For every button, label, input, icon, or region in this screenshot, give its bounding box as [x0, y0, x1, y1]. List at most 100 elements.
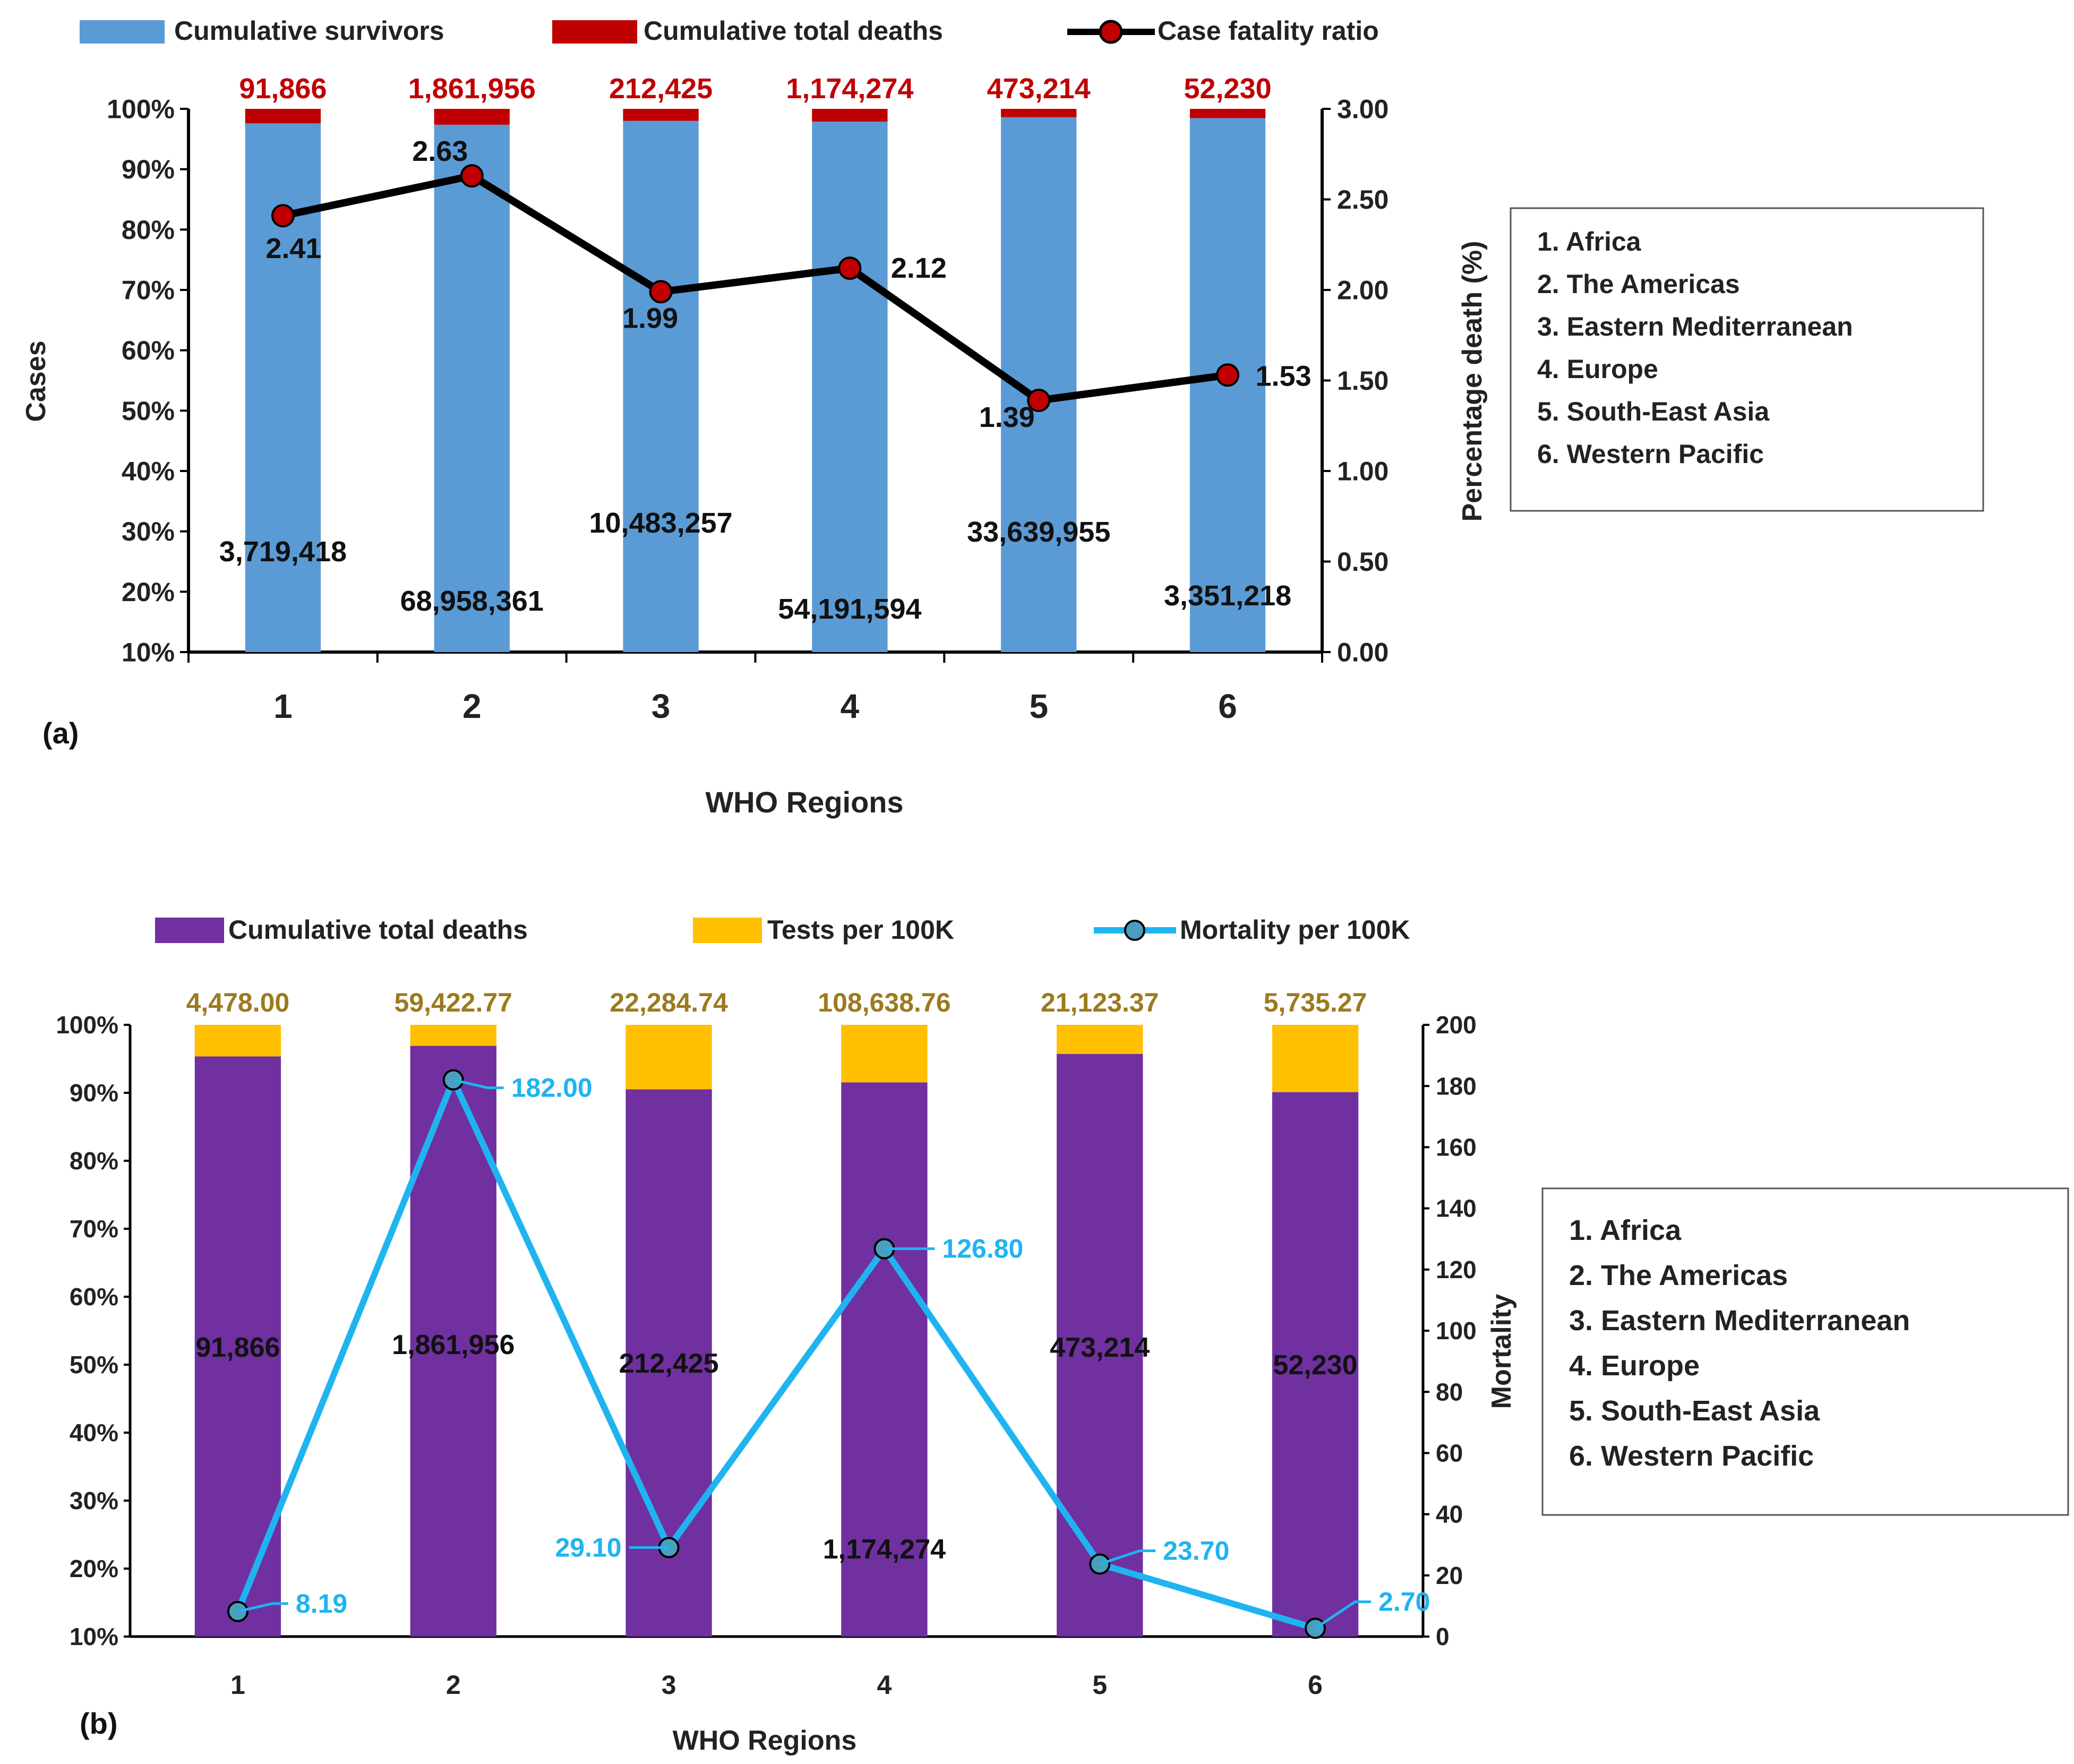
labels-b: 4,478.00 59,422.77 22,284.74 108,638.76 21,1… [186, 988, 1430, 1630]
marker-case-fatality-ratio [649, 280, 673, 304]
y-tick-label: 50% [70, 1351, 118, 1378]
y-tick-label: 60% [70, 1283, 118, 1311]
bar-deaths [812, 109, 888, 122]
data-label-deaths-b: 1,861,956 [392, 1330, 515, 1360]
y-tick-label: 70% [122, 276, 175, 305]
data-label-survivors: 3,719,418 [219, 536, 347, 568]
data-label-tests: 5,735.27 [1264, 988, 1367, 1017]
bar-tests [1272, 1025, 1359, 1092]
y2-tick-label: 3.00 [1337, 95, 1389, 124]
y-tick-label: 50% [122, 396, 175, 426]
data-label-mortality: 23.70 [1163, 1536, 1229, 1565]
bar-tests [625, 1025, 712, 1090]
y2-tick-label: 80 [1436, 1378, 1463, 1406]
bar-deaths [1189, 109, 1266, 118]
y-tick-label: 40% [70, 1419, 118, 1446]
legend-label-mortality: Mortality per 100K [1180, 915, 1410, 945]
data-label-tests: 59,422.77 [395, 988, 512, 1017]
y2-tick-label: 0 [1436, 1623, 1450, 1650]
x-tick-label: 5 [1092, 1670, 1107, 1700]
bar-deaths [245, 109, 321, 124]
x-tick-label: 3 [662, 1670, 676, 1700]
marker-case-fatality-ratio [1216, 363, 1240, 387]
y-tick-label: 70% [70, 1215, 118, 1243]
bar-tests [841, 1025, 928, 1083]
y-tick-label: 100% [107, 95, 175, 124]
leader-line-mortality [1099, 1549, 1156, 1565]
data-label-deaths: 52,230 [1184, 73, 1271, 105]
y2-tick-label: 200 [1436, 1011, 1477, 1039]
region-legend-item: 3. Eastern Mediterranean [1569, 1305, 1910, 1337]
data-label-deaths: 212,425 [609, 73, 713, 105]
region-legend-item: 3. Eastern Mediterranean [1537, 312, 1853, 341]
region-legend-item: 5. South-East Asia [1569, 1395, 1820, 1427]
y-tick-label: 90% [70, 1079, 118, 1107]
x-tick-label: 2 [462, 687, 482, 725]
bar-tests [410, 1025, 496, 1046]
y2-tick-label: 100 [1436, 1317, 1477, 1345]
x-tick-label: 1 [273, 687, 293, 725]
y2-tick-label: 0.50 [1337, 547, 1389, 577]
y-tick-label: 10% [70, 1623, 118, 1650]
data-label-tests: 4,478.00 [186, 988, 290, 1017]
leader-line-mortality [1314, 1600, 1372, 1630]
bar-deaths [434, 109, 510, 125]
leader-line-mortality [453, 1078, 504, 1090]
panel-label-b: (b) [80, 1707, 118, 1740]
y2-tick-label: 1.50 [1337, 366, 1389, 396]
legend-swatch-deaths-b [155, 918, 224, 943]
region-legend-b: 1. Africa 2. The Americas 3. Eastern Medit… [1541, 1187, 2069, 1516]
data-label-tests: 21,123.37 [1041, 988, 1159, 1017]
bar-survivors [434, 124, 510, 653]
bar-survivors [245, 123, 321, 653]
bar-deaths [1001, 109, 1077, 117]
region-legend-a: 1. Africa 2. The Americas 3. Eastern Medit… [1510, 207, 1984, 512]
data-label-survivors: 54,191,594 [778, 593, 921, 625]
bar-tests [1057, 1025, 1143, 1054]
data-label-cfr: 1.39 [979, 401, 1035, 433]
panel-label-a: (a) [42, 716, 79, 750]
legend-label-cfr: Case fatality ratio [1158, 16, 1379, 46]
y2-tick-label: 20 [1436, 1562, 1463, 1589]
cfr-line-a [271, 164, 1240, 413]
legend-swatch-deaths [552, 20, 637, 44]
data-label-deaths: 1,174,274 [786, 73, 913, 105]
labels-a: 91,866 1,861,956 212,425 1,174,274 473,214 52… [219, 73, 1312, 625]
y-tick-label: 20% [70, 1555, 118, 1582]
y2-tick-label: 2.50 [1337, 185, 1389, 215]
bar-deaths [841, 1082, 928, 1637]
data-label-deaths-b: 1,174,274 [823, 1534, 946, 1565]
x-tick-label: 4 [877, 1670, 892, 1700]
region-legend-box-b [1541, 1187, 2069, 1516]
x-tick-label: 5 [1029, 687, 1048, 725]
data-label-cfr: 2.12 [891, 252, 947, 284]
bar-deaths [1057, 1054, 1143, 1637]
data-label-cfr: 1.53 [1256, 360, 1312, 392]
y-tick-label: 100% [56, 1011, 118, 1039]
data-label-cfr: 2.41 [265, 233, 321, 264]
x-tick-label: 6 [1218, 687, 1237, 725]
marker-case-fatality-ratio [1027, 389, 1051, 413]
mortality-line-b [227, 1069, 1326, 1639]
data-label-tests: 108,638.76 [818, 988, 950, 1017]
data-label-mortality: 29.10 [555, 1532, 621, 1562]
leader-line-mortality [237, 1602, 288, 1613]
y-tick-label: 10% [122, 638, 175, 667]
data-label-mortality: 126.80 [942, 1234, 1023, 1264]
legend-marker-mortality [1124, 920, 1145, 941]
region-legend-item: 2. The Americas [1537, 269, 1740, 299]
data-label-deaths-b: 91,866 [195, 1332, 280, 1363]
x-tick-label: 6 [1308, 1670, 1323, 1700]
y2-tick-label: 180 [1436, 1072, 1477, 1100]
data-label-deaths-b: 473,214 [1050, 1332, 1150, 1363]
bar-survivors [812, 122, 888, 652]
x-tick-label: 4 [841, 687, 860, 725]
y2-tick-label: 120 [1436, 1256, 1477, 1283]
region-legend-item: 6. Western Pacific [1537, 439, 1764, 469]
region-legend-item: 5. South-East Asia [1537, 397, 1770, 426]
marker-case-fatality-ratio [271, 204, 295, 228]
marker-case-fatality-ratio [838, 256, 862, 280]
line-mortality [235, 1076, 1316, 1632]
data-label-deaths: 91,866 [239, 73, 327, 105]
